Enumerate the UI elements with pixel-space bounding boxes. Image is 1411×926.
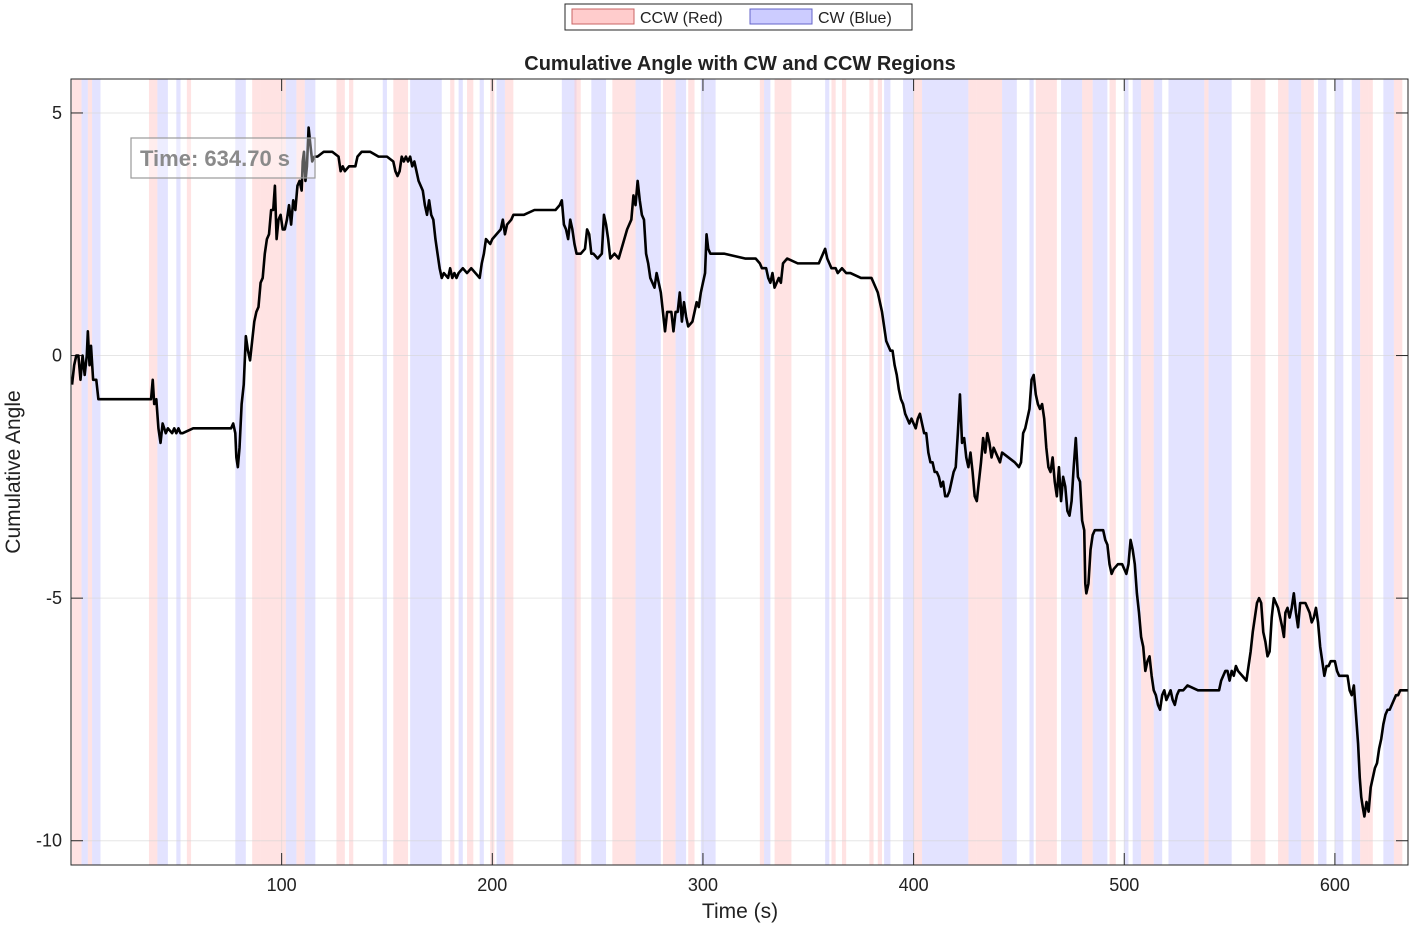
x-axis-label: Time (s) [702,900,778,923]
x-tick-labels: 100 200 300 400 500 600 [267,875,1350,895]
region-cw-50 [1029,79,1034,865]
region-cw-13 [304,79,316,865]
region-cw-18 [410,79,442,865]
region-ccw-29 [612,79,636,865]
region-ccw-37 [774,79,792,865]
region-cw-6 [176,79,181,865]
region-ccw-55 [1109,79,1116,865]
region-cw-32 [675,79,687,865]
region-ccw-7 [186,79,192,865]
plot-frame [70,78,1409,866]
y-tick-label-0: 0 [52,346,62,366]
region-cw-20 [458,79,463,865]
region-ccw-2 [87,79,93,865]
region-cw-22 [479,79,484,865]
region-ccw-19 [450,79,455,865]
region-cw-68 [1334,79,1344,865]
x-tick-label-100: 100 [267,875,297,895]
region-cw-72 [1383,79,1394,865]
region-cw-5 [157,79,168,865]
region-cw-30 [635,79,661,865]
region-ccw-14 [336,79,345,865]
region-ccw-42 [877,79,882,865]
region-ccw-27 [574,79,581,865]
y-tick-label--10: -10 [36,831,62,851]
region-cw-46 [922,79,969,865]
region-cw-69 [1351,79,1361,865]
region-ccw-41 [869,79,874,865]
region-ccw-71 [1368,79,1373,865]
region-cw-3 [92,79,101,865]
region-ccw-25 [504,79,514,865]
x-tick-label-500: 500 [1109,875,1139,895]
tick-marks [71,79,1408,865]
legend-swatch-cw [749,8,813,25]
region-ccw-40 [841,79,847,865]
region-cw-26 [561,79,577,865]
region-cw-67 [1318,79,1327,865]
legend: CCW (Red) CW (Blue) [564,3,913,31]
region-cw-49 [1002,79,1017,865]
region-ccw-64 [1278,79,1289,865]
region-cw-36 [764,79,771,865]
legend-label-ccw: CCW (Red) [640,10,723,27]
x-tick-label-200: 200 [477,875,507,895]
region-cw-16 [382,79,387,865]
y-tick-labels: 5 0 -5 -10 [36,103,62,851]
region-ccw-31 [662,79,676,865]
region-ccw-33 [688,79,695,865]
region-cw-54 [1092,79,1108,865]
region-ccw-61 [1204,79,1209,865]
region-cw-11 [285,79,297,865]
y-tick-label--5: -5 [46,588,62,608]
region-cw-60 [1168,79,1205,865]
region-cw-59 [1153,79,1163,865]
region-cw-38 [825,79,830,865]
region-cw-1 [81,79,88,865]
y-axis-label: Cumulative Angle [2,390,25,553]
region-bands [72,79,1403,865]
region-ccw-39 [831,79,836,865]
region-cw-65 [1288,79,1302,865]
region-ccw-73 [1393,79,1403,865]
region-ccw-51 [1035,79,1057,865]
region-cw-24 [496,79,505,865]
legend-swatch-ccw [571,8,635,25]
region-ccw-17 [393,79,409,865]
region-cw-52 [1061,79,1083,865]
region-cw-62 [1208,79,1232,865]
region-ccw-21 [467,79,474,865]
region-cw-44 [903,79,914,865]
annotation-box [130,137,316,179]
region-ccw-12 [296,79,305,865]
grid-lines [71,79,1408,865]
region-ccw-58 [1141,79,1154,865]
y-tick-label-5: 5 [52,103,62,123]
region-ccw-4 [148,79,158,865]
region-ccw-35 [759,79,765,865]
x-tick-label-400: 400 [899,875,929,895]
time-annotation: Time: 634.70 s [130,137,316,179]
region-cw-57 [1132,79,1142,865]
annotation-text: Time: 634.70 s [140,146,290,171]
region-ccw-15 [349,79,354,865]
region-cw-56 [1124,79,1129,865]
region-cw-8 [235,79,246,865]
region-ccw-45 [913,79,923,865]
region-ccw-9 [252,79,261,865]
chart-title: Cumulative Angle with CW and CCW Regions [524,53,955,75]
region-ccw-66 [1301,79,1314,865]
region-ccw-0 [72,79,82,865]
region-cw-28 [591,79,607,865]
region-ccw-63 [1250,79,1266,865]
legend-label-cw: CW (Blue) [818,10,892,27]
x-tick-label-300: 300 [688,875,718,895]
region-cw-43 [884,79,891,865]
x-tick-label-600: 600 [1320,875,1350,895]
series-line-cumulative-angle [70,126,1408,818]
region-ccw-53 [1082,79,1093,865]
region-ccw-70 [1360,79,1369,865]
